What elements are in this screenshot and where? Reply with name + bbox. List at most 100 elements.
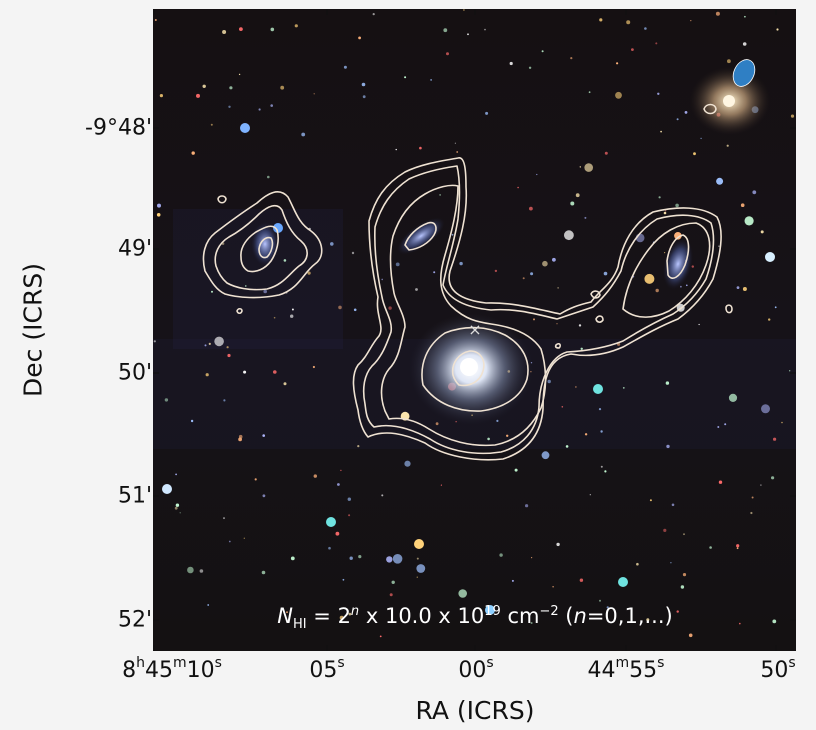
tick-unit: s — [337, 655, 345, 671]
star — [415, 288, 418, 291]
star — [728, 393, 738, 402]
star — [691, 265, 694, 268]
star — [196, 93, 200, 98]
star — [715, 11, 720, 16]
star — [740, 203, 745, 207]
star — [657, 92, 660, 96]
star — [175, 473, 177, 476]
contour-main-level3 — [421, 326, 529, 412]
star — [727, 59, 731, 64]
star — [267, 175, 270, 179]
star — [156, 213, 161, 217]
bright-star — [593, 384, 603, 394]
star — [395, 148, 397, 151]
x-tick-label: 00s — [458, 655, 493, 683]
star — [584, 433, 588, 436]
bright-star — [326, 517, 336, 527]
star — [680, 585, 685, 589]
optical-sky-image-with-hi-contours: × — [153, 9, 796, 651]
star — [663, 528, 667, 533]
star — [291, 308, 294, 311]
contour-main-level2 — [380, 184, 547, 447]
y-tick-label: 52' — [117, 607, 152, 633]
star — [751, 496, 754, 499]
tick-value: 45 — [144, 658, 173, 683]
star — [584, 216, 587, 219]
bright-star — [240, 123, 250, 133]
star — [575, 193, 580, 198]
tick-value: 44 — [587, 658, 616, 683]
star — [739, 622, 741, 625]
star — [446, 52, 449, 56]
star — [435, 422, 439, 426]
star — [395, 262, 400, 267]
tick-unit: m — [615, 655, 630, 671]
star — [294, 24, 298, 28]
star — [353, 308, 357, 312]
caption-times: x 10.0 x 10 — [359, 604, 485, 628]
upper-dwarf-galaxy — [397, 217, 445, 255]
x-tick-label: 05s — [309, 655, 344, 683]
star — [676, 610, 679, 613]
star — [404, 460, 411, 467]
star — [348, 514, 351, 517]
star — [238, 73, 241, 76]
star — [789, 370, 791, 372]
star — [496, 419, 499, 422]
star — [372, 13, 375, 16]
star — [312, 365, 315, 369]
star — [223, 517, 225, 520]
tick-value: 05 — [309, 658, 338, 683]
star — [580, 347, 583, 350]
star — [636, 562, 639, 566]
contour-island-6 — [725, 304, 733, 314]
star — [358, 36, 361, 40]
star — [262, 494, 266, 498]
star — [416, 557, 419, 560]
star — [458, 589, 468, 598]
star — [736, 286, 740, 289]
contour-left-cloud-level2 — [240, 225, 279, 273]
tick-unit: s — [788, 655, 796, 671]
star — [686, 284, 688, 287]
star — [644, 27, 647, 30]
star — [153, 340, 156, 343]
star — [487, 437, 490, 441]
star — [228, 540, 231, 543]
star — [604, 470, 607, 473]
caption-equals: = 2 — [306, 604, 351, 628]
star — [261, 570, 266, 575]
star — [379, 635, 382, 638]
star — [258, 108, 261, 111]
tick-value: 10 — [186, 658, 215, 683]
star — [752, 190, 757, 195]
star — [222, 30, 227, 34]
beam-ellipse — [732, 59, 756, 87]
star — [522, 277, 525, 280]
star — [575, 386, 577, 388]
contour-island-1 — [217, 195, 227, 204]
star — [760, 484, 762, 486]
star — [579, 166, 581, 168]
star — [239, 27, 243, 31]
star — [286, 611, 288, 614]
star — [273, 316, 276, 319]
star — [665, 381, 670, 385]
star — [283, 259, 287, 262]
star — [290, 556, 295, 561]
star — [207, 604, 210, 606]
caption-exponent-19: 19 — [484, 604, 501, 619]
hi-column-density-caption: NHI = 2n x 10.0 x 1019 cm−2 (n=0,1,...) — [277, 604, 672, 632]
y-tick-label: -9°48' — [85, 115, 152, 141]
contour-right-cloud-level1 — [622, 222, 711, 318]
star — [243, 537, 245, 539]
hi-subscript: HI — [293, 617, 307, 633]
star — [381, 278, 383, 281]
tick-unit: s — [214, 655, 222, 671]
contour-core — [451, 350, 485, 387]
star — [254, 478, 257, 481]
star — [307, 271, 311, 275]
star — [666, 444, 670, 449]
star — [772, 619, 777, 624]
star — [776, 28, 779, 31]
